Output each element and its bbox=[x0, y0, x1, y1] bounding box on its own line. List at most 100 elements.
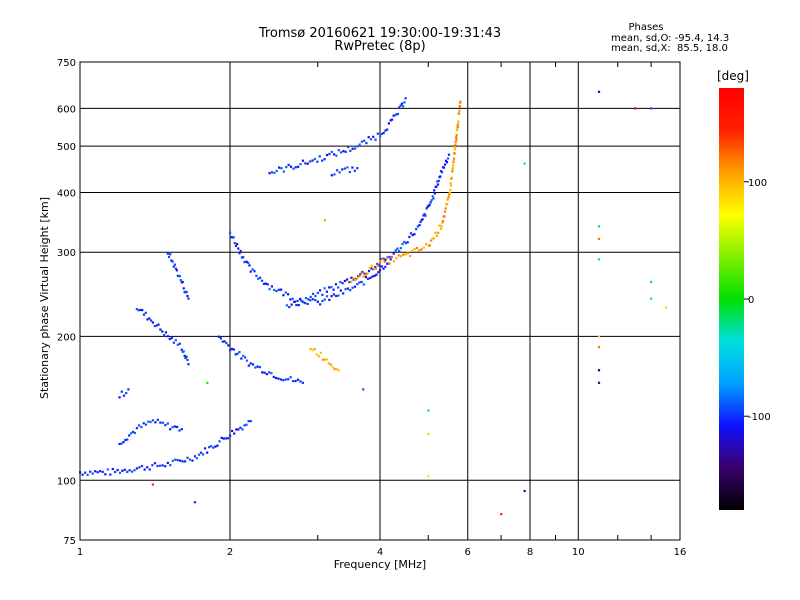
x-mode-point bbox=[455, 138, 458, 141]
o-mode-point bbox=[191, 459, 194, 462]
o-mode-point bbox=[126, 470, 129, 473]
o-mode-point bbox=[146, 466, 149, 469]
scatter-point bbox=[500, 513, 503, 516]
x-tick-label: 16 bbox=[674, 547, 687, 558]
o-mode-point bbox=[180, 428, 183, 431]
o-mode-point bbox=[390, 118, 394, 121]
o-mode-point bbox=[142, 313, 146, 316]
x-mode-point bbox=[368, 266, 371, 269]
o-mode-point bbox=[421, 218, 424, 221]
scatter-point bbox=[427, 432, 430, 436]
o-mode-point bbox=[226, 437, 230, 440]
o-mode-point bbox=[400, 102, 404, 105]
scatter-point bbox=[523, 489, 526, 493]
o-mode-point bbox=[146, 318, 149, 321]
x-mode-point bbox=[453, 148, 456, 151]
o-mode-point bbox=[263, 371, 266, 374]
o-mode-point bbox=[251, 268, 254, 271]
chart-title: Tromsø 20160621 19:30:00-19:31:43 bbox=[258, 26, 502, 41]
o-mode-point bbox=[351, 286, 354, 289]
y-tick-label: 100 bbox=[57, 476, 76, 487]
o-mode-point bbox=[292, 167, 295, 170]
o-mode-point bbox=[131, 430, 135, 434]
o-mode-point bbox=[304, 302, 307, 305]
o-mode-point bbox=[394, 249, 397, 252]
x-mode-point bbox=[350, 280, 353, 283]
o-mode-point bbox=[282, 379, 285, 382]
o-mode-point bbox=[172, 341, 175, 344]
x-mode-point bbox=[385, 256, 389, 260]
o-mode-point bbox=[280, 288, 283, 291]
scatter-point bbox=[427, 409, 430, 412]
o-mode-point bbox=[142, 422, 145, 425]
o-mode-point bbox=[111, 467, 114, 471]
x-mode-point bbox=[434, 231, 437, 234]
colorbar-ticks: 100 0 -100 bbox=[744, 178, 771, 423]
x-mode-point bbox=[459, 100, 462, 103]
o-mode-point bbox=[248, 264, 251, 267]
x-mode-point bbox=[390, 256, 393, 259]
o-mode-point bbox=[220, 436, 223, 440]
o-mode-point bbox=[290, 303, 293, 306]
x-mode-point bbox=[333, 367, 336, 371]
y-tick-label: 600 bbox=[57, 104, 76, 115]
scatter-point bbox=[650, 280, 653, 284]
o-mode-point bbox=[346, 287, 349, 290]
scatter-point bbox=[151, 483, 155, 486]
x-mode-point bbox=[358, 274, 361, 278]
o-mode-point bbox=[154, 421, 157, 424]
o-mode-point bbox=[135, 308, 138, 311]
scatter-point bbox=[597, 258, 601, 261]
scatter-point bbox=[193, 501, 197, 504]
o-mode-point bbox=[182, 350, 185, 353]
o-mode-point bbox=[242, 354, 245, 357]
o-mode-point bbox=[159, 464, 162, 467]
o-mode-point bbox=[316, 291, 319, 295]
o-mode-point bbox=[175, 269, 179, 272]
o-mode-point bbox=[169, 464, 172, 467]
o-mode-point bbox=[236, 243, 239, 246]
o-mode-point bbox=[314, 294, 317, 298]
colorbar-tick-label: -100 bbox=[748, 412, 771, 423]
o-mode-point bbox=[232, 348, 235, 351]
o-mode-point bbox=[301, 159, 305, 162]
o-mode-point bbox=[89, 470, 92, 473]
o-mode-point bbox=[86, 473, 89, 476]
x-mode-point bbox=[454, 140, 458, 143]
o-mode-point bbox=[241, 428, 244, 431]
o-mode-point bbox=[367, 136, 370, 139]
o-mode-point bbox=[243, 424, 246, 427]
o-mode-point bbox=[309, 295, 312, 299]
scatter-point bbox=[362, 388, 365, 391]
o-mode-point bbox=[393, 114, 397, 117]
o-mode-point bbox=[183, 460, 187, 463]
o-mode-point bbox=[339, 281, 342, 284]
o-mode-point bbox=[333, 153, 336, 156]
o-mode-point bbox=[314, 299, 317, 302]
o-mode-point bbox=[353, 169, 356, 172]
o-mode-point bbox=[245, 423, 248, 426]
o-mode-point bbox=[351, 166, 354, 169]
o-mode-point bbox=[415, 228, 418, 231]
o-mode-point bbox=[395, 113, 398, 116]
x-mode-point bbox=[397, 254, 400, 257]
o-mode-point bbox=[144, 311, 147, 314]
o-mode-point bbox=[230, 236, 233, 239]
o-mode-point bbox=[389, 119, 392, 122]
chart-subtitle: RwPretec (8p) bbox=[334, 39, 426, 54]
o-mode-point bbox=[304, 296, 308, 300]
o-mode-point bbox=[287, 378, 290, 381]
o-mode-point bbox=[148, 468, 151, 471]
x-mode-point bbox=[451, 167, 455, 170]
o-mode-point bbox=[439, 175, 442, 178]
o-mode-point bbox=[137, 309, 140, 312]
x-mode-point bbox=[454, 145, 457, 149]
o-mode-point bbox=[232, 236, 235, 239]
o-mode-point bbox=[221, 340, 224, 343]
o-mode-point bbox=[342, 150, 345, 153]
o-mode-point bbox=[398, 106, 401, 109]
scatter-point bbox=[597, 335, 601, 338]
o-mode-point bbox=[133, 431, 137, 435]
o-mode-point bbox=[166, 422, 169, 425]
o-mode-point bbox=[447, 153, 451, 156]
